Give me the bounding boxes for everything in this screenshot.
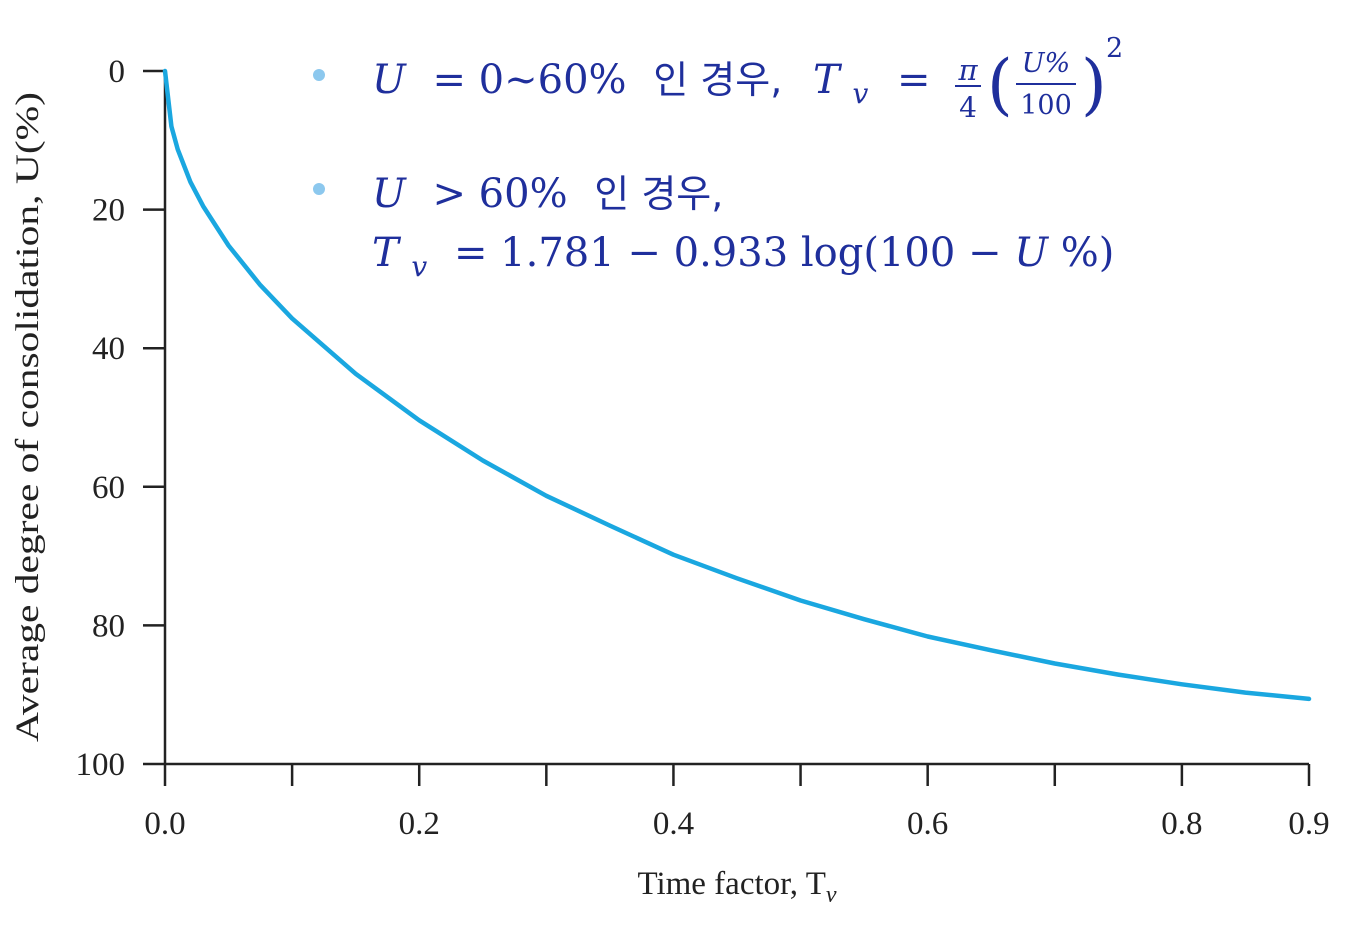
y-axis-title: Average degree of consolidation, U(%)	[10, 92, 46, 742]
formula-3-tail: %)	[1061, 230, 1115, 276]
x-tick-label: 0.6	[907, 806, 948, 842]
y-tick-label: 60	[92, 470, 125, 506]
formula-1-equals: =	[897, 57, 931, 103]
y-tick-label: 0	[109, 54, 126, 90]
x-tick-label: 0.8	[1161, 806, 1202, 842]
x-tick-label: 0.2	[399, 806, 440, 842]
y-tick-label: 100	[76, 747, 126, 783]
y-ticks: 0 20 40 60 80 100	[76, 54, 165, 783]
formula-3-t-subscript: v	[411, 250, 427, 283]
formula-2-condition: > 60%	[432, 171, 567, 217]
formula-2-u: U	[372, 171, 407, 217]
formula-1-t-subscript: v	[852, 77, 868, 110]
formula-1-right-paren: )	[1081, 46, 1107, 123]
formula-line-3: T v = 1.781 − 0.933 log(100 − U %)	[372, 230, 1114, 286]
formula-2-korean: 인 경우,	[594, 172, 723, 216]
formula-1-korean: 인 경우,	[653, 58, 782, 102]
formula-3-expression: = 1.781 − 0.933 log(100 −	[454, 230, 1014, 276]
formula-1-t: T	[813, 57, 843, 103]
x-axis-title-subscript: v	[826, 882, 837, 908]
formula-1-left-paren: (	[987, 46, 1013, 123]
bullet-2	[313, 183, 325, 195]
formula-line-2: U > 60% 인 경우,	[372, 171, 723, 217]
x-tick-label: 0.9	[1288, 806, 1329, 842]
bullet-1	[313, 69, 325, 81]
formula-line-1: U = 0~60% 인 경우, T v =	[372, 57, 931, 113]
formula-1-condition: = 0~60%	[432, 57, 626, 103]
formula-1-u: U	[372, 57, 407, 103]
formula-annotations: U = 0~60% 인 경우, T v = π 4 ( U% 100 ) 2 U…	[313, 33, 1123, 286]
formula-3-t: T	[372, 230, 402, 276]
y-tick-label: 20	[92, 193, 125, 229]
y-tick-label: 40	[92, 331, 125, 367]
axes	[163, 71, 1309, 766]
series-line	[162, 68, 1312, 702]
x-ticks: 0.0 0.2 0.4 0.6 0.8 0.9	[144, 764, 1330, 842]
y-tick-label: 80	[92, 608, 125, 644]
formula-1-four: 4	[959, 91, 977, 124]
x-axis-title: Time factor, Tv	[637, 866, 836, 908]
formula-1-pi: π	[957, 53, 978, 87]
formula-1-frac-numerator: U%	[1022, 48, 1070, 79]
x-tick-label: 0.4	[653, 806, 694, 842]
formula-3-u: U	[1014, 230, 1049, 276]
x-tick-label: 0.0	[144, 806, 185, 842]
formula-1-frac-denominator: 100	[1020, 90, 1072, 121]
formula-1-exponent: 2	[1106, 33, 1123, 64]
